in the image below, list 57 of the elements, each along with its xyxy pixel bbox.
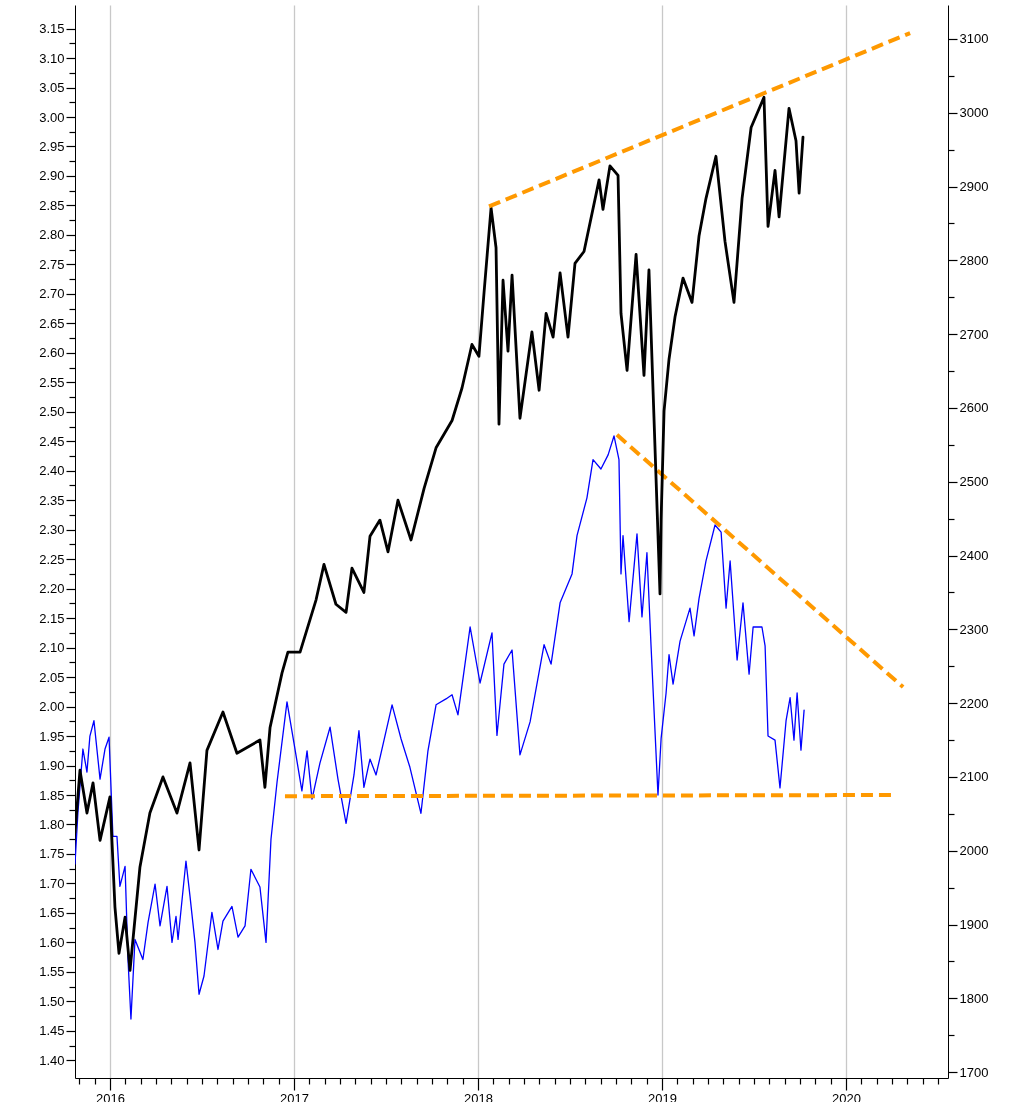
y-tick-label: 1.70 [39, 875, 65, 891]
y-tick-label: 2.80 [39, 227, 65, 243]
y-tick-label: 2.65 [39, 315, 65, 331]
y-tick-label: 2.55 [39, 374, 65, 390]
x-tick-label: 2016 [96, 1090, 125, 1102]
y-tick-label: 2.25 [39, 551, 65, 567]
y-tick-label: 2.05 [39, 669, 65, 685]
y-tick-label: 2.90 [39, 168, 65, 184]
y2-tick-label: 2000 [959, 843, 989, 859]
y-tick-label: 2.15 [39, 610, 65, 626]
y-tick-label: 1.85 [39, 787, 65, 803]
y-tick-label: 2.95 [39, 138, 65, 154]
y2-tick-label: 1800 [959, 990, 989, 1006]
y-tick-label: 2.70 [39, 286, 65, 302]
y-tick-label: 2.45 [39, 433, 65, 449]
y-tick-label: 3.05 [39, 80, 65, 96]
y-tick-label: 1.65 [39, 905, 65, 921]
y-tick-label: 2.50 [39, 404, 65, 420]
y2-tick-label: 3100 [959, 31, 989, 47]
y-tick-label: 3.00 [39, 109, 65, 125]
y2-tick-label: 2900 [959, 179, 989, 195]
line-series [75, 435, 805, 1020]
y-tick-label: 1.80 [39, 816, 65, 832]
y-tick-label: 1.45 [39, 1023, 65, 1039]
y-tick-label: 1.40 [39, 1052, 65, 1068]
y-tick-label: 1.75 [39, 846, 65, 862]
y-tick-label: 1.60 [39, 934, 65, 950]
x-tick-label: 2017 [280, 1090, 309, 1102]
y-tick-label: 1.55 [39, 964, 65, 980]
y-tick-label: 2.30 [39, 522, 65, 538]
y2-tick-label: 2600 [959, 400, 989, 416]
y-tick-label: 2.40 [39, 463, 65, 479]
y2-tick-label: 2300 [959, 621, 989, 637]
y2-tick-label: 2400 [959, 548, 989, 564]
y2-tick-label: 2700 [959, 326, 989, 342]
y2-tick-label: 2200 [959, 695, 989, 711]
y2-tick-label: 1700 [959, 1064, 989, 1080]
y-tick-label: 3.15 [39, 21, 65, 37]
y-tick-label: 2.00 [39, 699, 65, 715]
y-tick-label: 1.50 [39, 993, 65, 1009]
x-tick-label: 2020 [832, 1090, 862, 1102]
y-tick-label: 2.35 [39, 492, 65, 508]
x-tick-label: 2018 [464, 1090, 493, 1102]
y2-tick-label: 2100 [959, 769, 989, 785]
y2-tick-label: 2800 [959, 252, 989, 268]
y-tick-label: 1.90 [39, 758, 65, 774]
y-tick-label: 2.85 [39, 197, 65, 213]
x-tick-label: 2019 [648, 1090, 677, 1102]
y-tick-label: 1.95 [39, 728, 65, 744]
y2-tick-label: 2500 [959, 474, 989, 490]
y-tick-label: 2.75 [39, 256, 65, 272]
y-tick-label: 3.10 [39, 50, 65, 66]
y2-tick-label: 3000 [959, 105, 989, 121]
y-tick-label: 2.10 [39, 640, 65, 656]
y2-tick-label: 1900 [959, 917, 989, 932]
y-tick-label: 2.20 [39, 581, 65, 597]
y-tick-label: 2.60 [39, 345, 65, 361]
